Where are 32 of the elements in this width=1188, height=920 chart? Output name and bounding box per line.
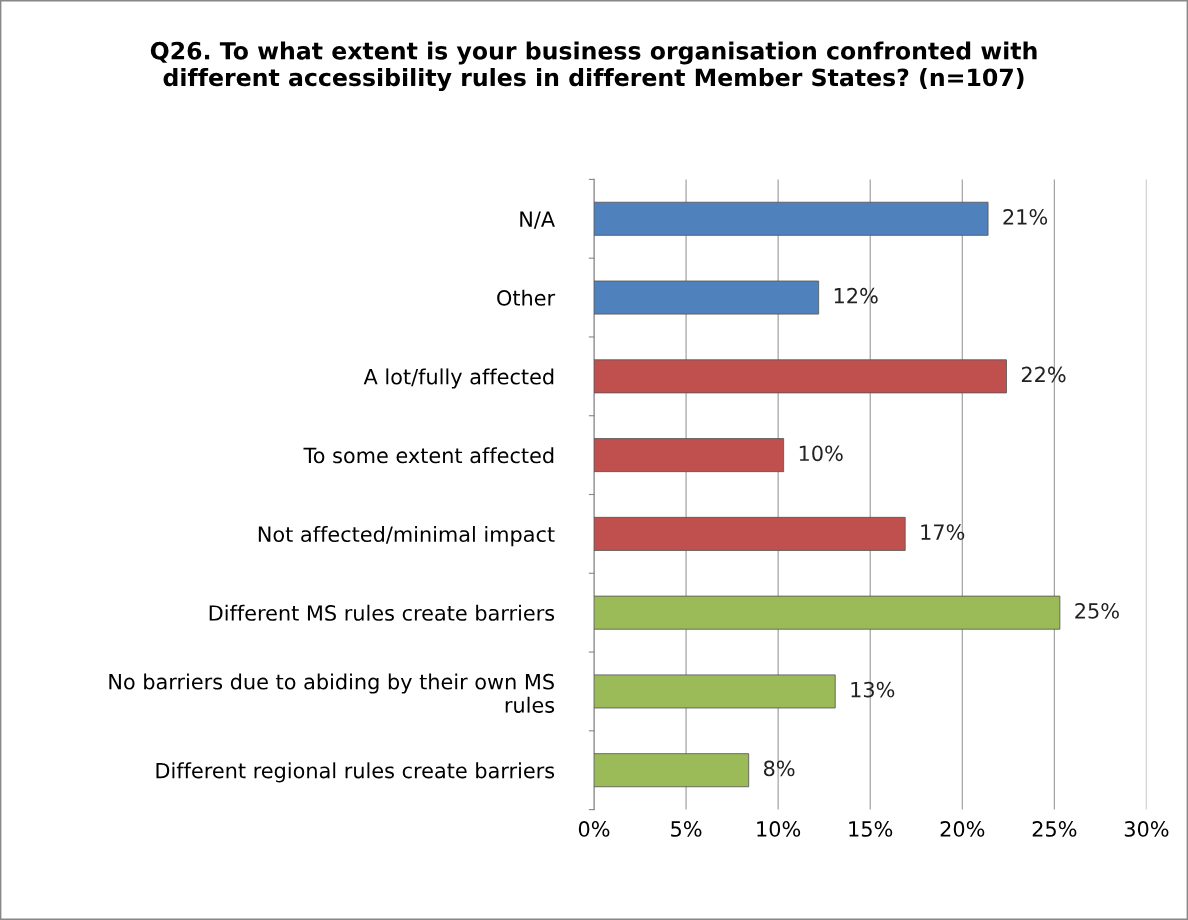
x-tick-label: 25% [1032, 821, 1077, 837]
x-tick-label: 10% [757, 821, 801, 837]
data-label: 8% [763, 760, 795, 777]
bar [594, 438, 785, 473]
x-tick-label: 20% [940, 821, 985, 837]
y-tick-label: Different regional rules create barriers [156, 762, 555, 783]
y-tick-label: Not affected/minimal impact [258, 525, 555, 547]
data-label: 17% [921, 524, 965, 540]
x-tick-label: 15% [849, 821, 893, 837]
bar [594, 359, 1007, 394]
bar [594, 201, 989, 236]
data-label: 12% [834, 287, 878, 304]
data-label: 10% [799, 445, 843, 462]
data-label: 22% [1021, 366, 1066, 383]
x-tick-label: 5% [671, 821, 702, 837]
x-tick-label: 0% [578, 821, 610, 837]
chart-title: Q26. To what extent is your business organisation confronted with different accessibility rules in different Member States? (n=107) [150, 41, 1037, 92]
x-tick-label: 30% [1124, 821, 1169, 837]
y-tick-label: No barriers due to abiding by their own MS rules [109, 673, 555, 713]
y-tick-label: Different MS rules create barriers [209, 604, 555, 621]
y-tick-label: Other [497, 289, 556, 306]
data-label: 13% [851, 681, 895, 698]
bar [594, 280, 820, 315]
y-tick-label: To some extent affected [303, 447, 554, 464]
y-tick-label: A lot/fully affected [363, 368, 554, 389]
bar [594, 674, 836, 709]
data-label: 25% [1075, 602, 1119, 619]
bar [594, 516, 906, 551]
bar [594, 753, 750, 788]
data-label: 21% [1003, 209, 1048, 225]
y-tick-label: N/A [520, 211, 555, 229]
bar [594, 595, 1061, 630]
